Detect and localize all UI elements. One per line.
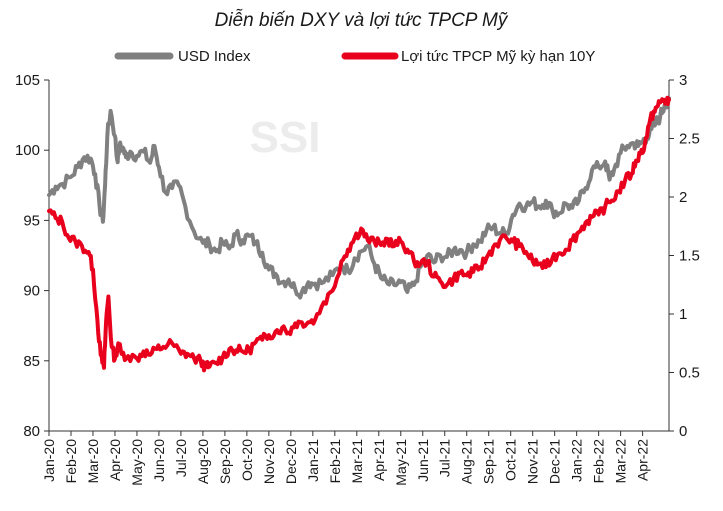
y-left-tick-label: 100 [15,142,40,159]
y-right-tick-label: 1.5 [679,248,700,265]
x-tick-label: Jun-21 [415,439,431,482]
y-right-tick-label: 0 [679,423,687,440]
x-tick-label: Sep-20 [217,439,233,484]
y-left-tick-label: 95 [23,212,40,229]
x-tick-label: Dec-21 [547,439,563,484]
x-tick-label: Mar-21 [349,439,365,484]
y-right-tick-label: 2.5 [679,131,700,148]
x-tick-label: Apr-21 [371,439,387,481]
x-tick-label: Sep-21 [481,439,497,484]
x-tick-label: Oct-21 [503,439,519,481]
series-line-usd-index [47,96,671,300]
x-tick-label: May-20 [129,439,145,486]
y-right-tick-label: 1 [679,306,687,323]
y-right-tick-label: 0.5 [679,365,700,382]
x-tick-label: Aug-21 [459,439,475,484]
x-tick-label: Feb-20 [63,439,79,484]
watermark: SSI [250,113,321,162]
x-tick-label: Mar-22 [613,439,629,484]
x-tick-label: Nov-20 [261,439,277,484]
legend-label-us10y: Lợi tức TPCP Mỹ kỳ hạn 10Y [401,48,595,65]
y-left-tick-label: 90 [23,283,40,300]
x-tick-label: Dec-20 [283,439,299,484]
series-line-us10y [47,95,671,373]
x-tick-label: Feb-22 [591,439,607,484]
y-left-tick-label: 85 [23,353,40,370]
x-tick-label: Apr-22 [635,439,651,481]
x-tick-label: Mar-20 [85,439,101,484]
x-tick-label: Jun-20 [151,439,167,482]
plot-area: 80 85 90 95 100 105 0 0.5 1 1.5 2 2.5 3 Jan-20 Feb-20 M… [15,72,700,486]
x-tick-label: Jul-20 [173,439,189,477]
x-tick-label: Jan-21 [305,439,321,482]
x-tick-label: Jan-22 [569,439,585,482]
x-tick-label: Apr-20 [107,439,123,481]
y-left-tick-label: 105 [15,72,40,89]
chart-title: Diễn biến DXY và lợi tức TPCP Mỹ [215,10,509,31]
y-right-tick-label: 3 [679,72,687,89]
x-tick-label: May-21 [393,439,409,486]
x-tick-label: Nov-21 [525,439,541,484]
y-right-tick-label: 2 [679,189,687,206]
x-tick-label: Jul-21 [437,439,453,477]
y-left-tick-label: 80 [23,423,40,440]
x-tick-label: Aug-20 [195,439,211,484]
x-tick-label: Jan-20 [41,439,57,482]
x-tick-label: Feb-21 [327,439,343,484]
x-tick-label: Oct-20 [239,439,255,481]
legend-label-usd-index: USD Index [178,48,251,65]
legend: USD Index Lợi tức TPCP Mỹ kỳ hạn 10Y [114,48,595,65]
